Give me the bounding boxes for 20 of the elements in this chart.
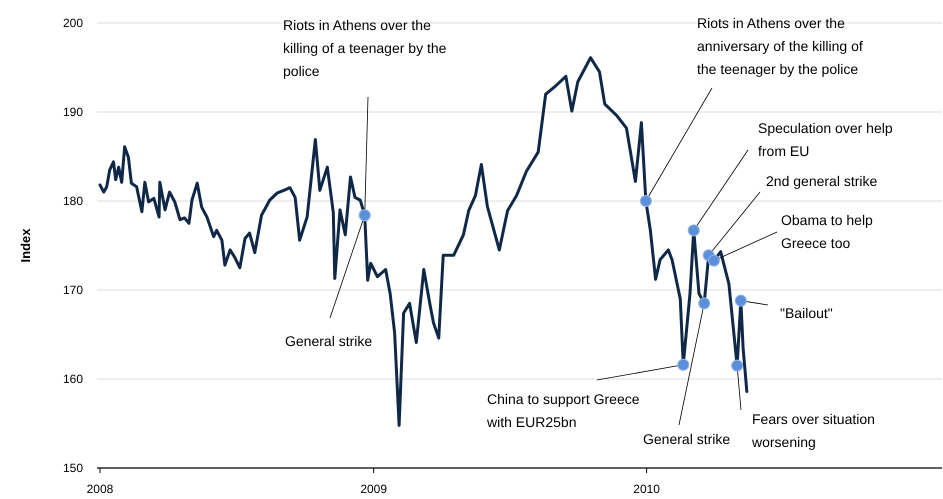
annotation: Riots in Athens over the killing of a teenager by the police <box>283 17 447 79</box>
y-tick-label: 150 <box>62 461 84 476</box>
annotation: Speculation over help from EU <box>758 120 893 159</box>
y-tick-label: 170 <box>62 283 84 298</box>
annotation: 2nd general strike <box>766 173 878 189</box>
annotation: Fears over situation worsening <box>751 411 875 450</box>
annotation: China to support Greece with EUR25bn <box>486 391 640 430</box>
x-tick-label: 2008 <box>86 482 114 496</box>
annotation: "Bailout" <box>780 305 833 321</box>
y-axis-title: Index <box>18 228 33 262</box>
annotation: General strike <box>285 333 372 349</box>
x-tick-label: 2009 <box>360 482 388 496</box>
annotation: General strike <box>643 431 730 447</box>
x-tick-label: 2010 <box>633 482 660 496</box>
annotation: Obama to help Greece too <box>781 212 874 251</box>
y-tick-label: 180 <box>62 194 84 208</box>
y-tick-label: 160 <box>62 372 84 386</box>
annotation: Riots in Athens over the anniversary of the killing of the teenager by the police <box>697 15 863 77</box>
y-tick-label: 190 <box>62 105 84 120</box>
y-tick-label: 200 <box>62 16 84 30</box>
